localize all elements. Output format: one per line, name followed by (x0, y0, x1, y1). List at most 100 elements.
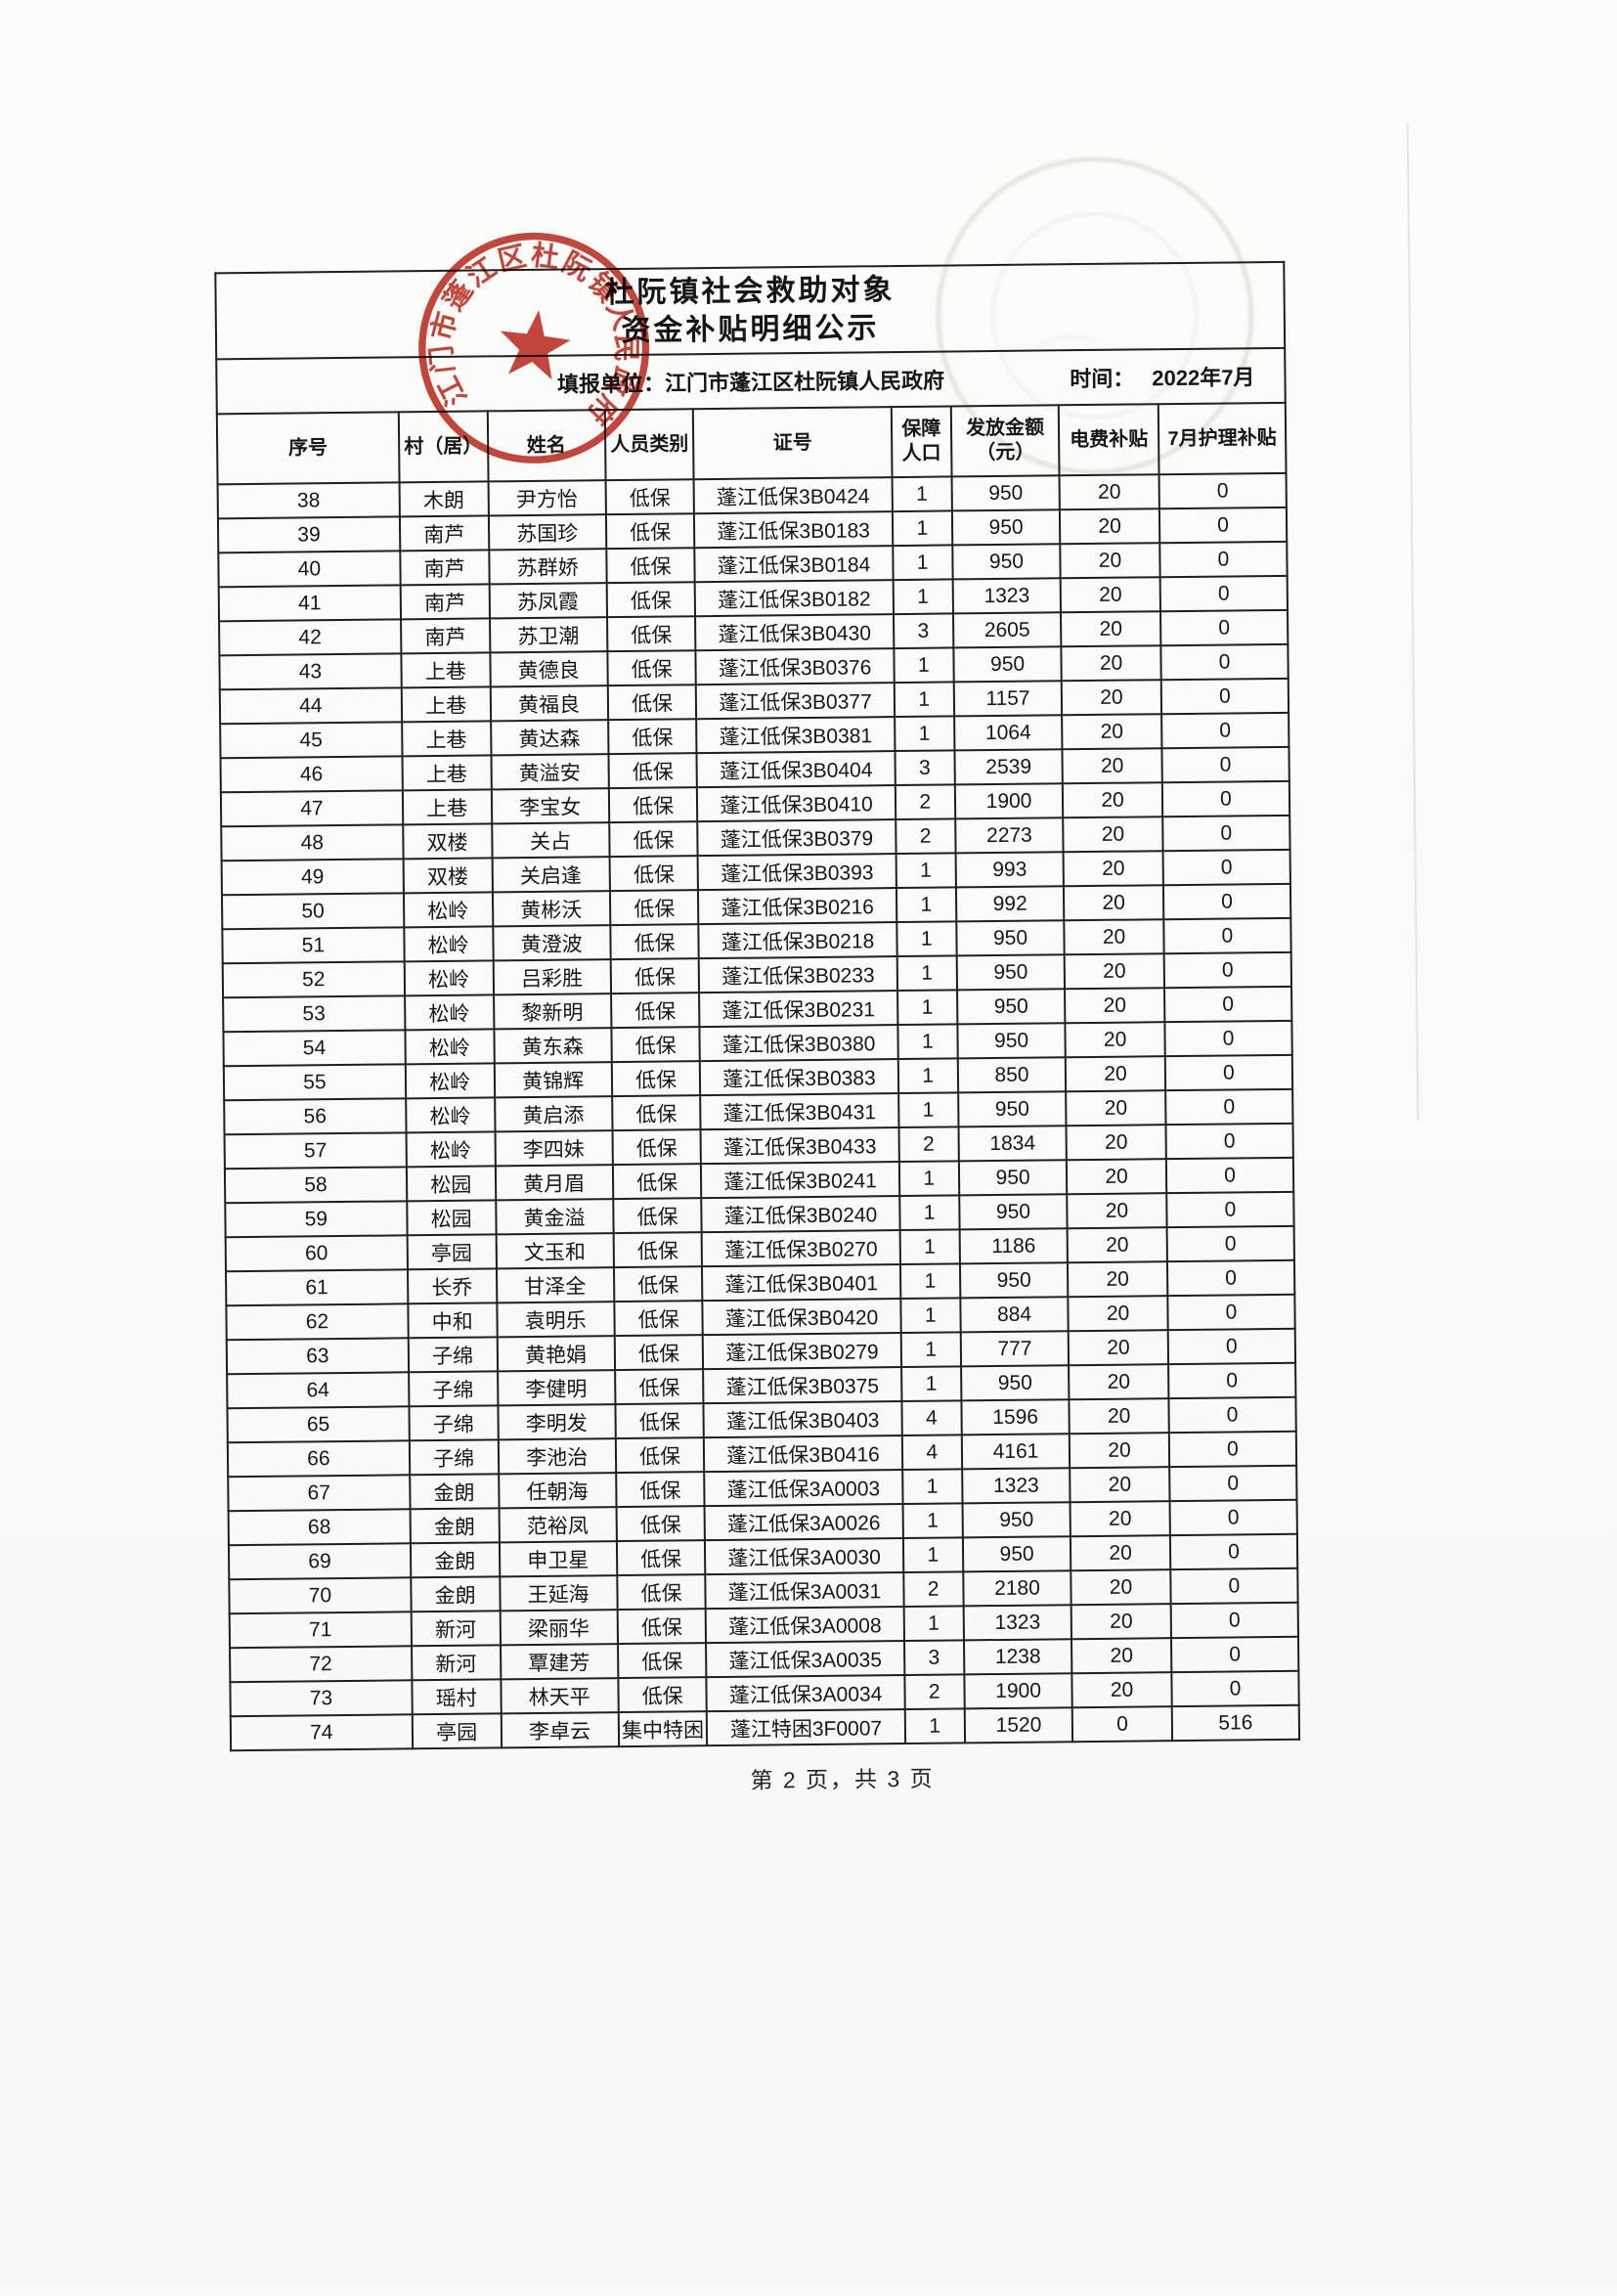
cell-population: 2 (902, 1571, 964, 1608)
cell-population: 1 (896, 990, 958, 1026)
cell-electric-subsidy: 20 (1069, 1364, 1169, 1400)
cell-electric-subsidy: 20 (1063, 851, 1163, 887)
cell-village: 上巷 (401, 652, 491, 688)
cell-nursing-subsidy: 0 (1169, 1499, 1297, 1536)
cell-name: 王延海 (499, 1575, 618, 1612)
cell-cert-no: 蓬江低保3A0031 (705, 1572, 904, 1610)
cell-cert-no: 蓬江低保3B0433 (700, 1127, 899, 1165)
cell-population: 1 (902, 1537, 964, 1573)
cell-category: 低保 (615, 1403, 705, 1439)
cell-name: 吕彩胜 (493, 959, 611, 995)
cell-amount: 950 (957, 1023, 1067, 1059)
cell-electric-subsidy: 20 (1068, 1296, 1168, 1332)
cell-amount: 1520 (964, 1707, 1073, 1744)
cell-category: 低保 (611, 1095, 701, 1131)
cell-electric-subsidy: 20 (1066, 1125, 1166, 1161)
cell-cert-no: 蓬江低保3B0375 (703, 1367, 902, 1404)
cell-cert-no: 蓬江低保3A0035 (706, 1641, 905, 1678)
cell-index: 62 (226, 1303, 409, 1341)
cell-village: 子绵 (408, 1337, 498, 1373)
cell-category: 低保 (615, 1437, 705, 1474)
cell-index: 66 (227, 1440, 410, 1478)
time-value: 2022年7月 (1152, 365, 1255, 391)
cell-population: 1 (902, 1503, 963, 1539)
cell-village: 亭园 (407, 1234, 497, 1270)
cell-amount: 993 (955, 852, 1065, 888)
cell-electric-subsidy: 20 (1067, 1159, 1167, 1195)
cell-name: 袁明乐 (496, 1302, 615, 1338)
cell-population: 1 (894, 716, 955, 752)
cell-village: 松园 (407, 1200, 497, 1236)
cell-electric-subsidy: 20 (1070, 1433, 1170, 1469)
cell-cert-no: 蓬江低保3A0003 (704, 1470, 903, 1507)
cell-index: 64 (227, 1372, 410, 1409)
cell-village: 上巷 (401, 721, 492, 757)
cell-population: 1 (899, 1298, 961, 1334)
cell-category: 低保 (607, 684, 697, 721)
cell-index: 41 (218, 585, 401, 622)
cell-nursing-subsidy: 0 (1162, 815, 1290, 852)
cell-village: 双楼 (403, 858, 493, 894)
cell-category: 集中特困 (618, 1711, 708, 1747)
cell-amount: 950 (952, 544, 1061, 580)
cell-category: 低保 (610, 924, 700, 960)
cell-electric-subsidy: 20 (1064, 953, 1164, 990)
cell-nursing-subsidy: 0 (1167, 1328, 1296, 1365)
cell-category: 低保 (612, 1129, 702, 1166)
cell-cert-no: 蓬江低保3B0216 (698, 888, 896, 925)
cell-nursing-subsidy: 0 (1160, 643, 1289, 681)
cell-electric-subsidy: 20 (1060, 577, 1160, 613)
cell-index: 59 (225, 1201, 408, 1238)
cell-nursing-subsidy: 0 (1159, 575, 1288, 612)
cell-village: 新河 (411, 1611, 501, 1647)
cell-population: 1 (903, 1606, 964, 1642)
cell-cert-no: 蓬江低保3A0026 (705, 1504, 903, 1541)
cell-electric-subsidy: 20 (1063, 782, 1163, 818)
cell-amount: 992 (955, 886, 1065, 922)
cell-category: 低保 (618, 1677, 708, 1713)
cell-index: 58 (224, 1167, 408, 1204)
cell-index: 70 (229, 1577, 412, 1614)
cell-amount: 1596 (961, 1399, 1071, 1435)
cell-name: 苏群娇 (488, 549, 607, 585)
cell-name: 苏国珍 (488, 514, 607, 551)
cell-category: 低保 (606, 616, 696, 652)
cell-cert-no: 蓬江低保3B0279 (703, 1333, 901, 1370)
cell-index: 69 (228, 1543, 412, 1580)
cell-village: 金朗 (409, 1474, 500, 1510)
cell-category: 低保 (607, 650, 697, 686)
cell-index: 46 (220, 756, 403, 793)
cell-nursing-subsidy: 0 (1164, 1054, 1293, 1091)
cell-electric-subsidy: 20 (1071, 1535, 1171, 1571)
cell-nursing-subsidy: 0 (1165, 1088, 1293, 1126)
column-header-population: 保障人口 (891, 406, 952, 478)
cell-village: 松岭 (403, 892, 493, 928)
cell-index: 71 (229, 1612, 412, 1649)
cell-category: 低保 (605, 479, 695, 515)
cell-name: 李池治 (498, 1438, 616, 1475)
cell-electric-subsidy: 20 (1061, 645, 1161, 682)
cell-village: 松岭 (406, 1131, 496, 1168)
cell-category: 低保 (615, 1472, 706, 1508)
cell-cert-no: 蓬江低保3B0401 (702, 1264, 900, 1302)
cell-index: 68 (228, 1509, 411, 1546)
cell-index: 44 (219, 687, 402, 725)
cell-nursing-subsidy: 0 (1159, 541, 1288, 578)
cell-name: 黄东森 (493, 1028, 612, 1064)
cell-nursing-subsidy: 0 (1170, 1567, 1298, 1605)
cell-village: 松园 (406, 1166, 496, 1202)
cell-nursing-subsidy: 0 (1163, 986, 1292, 1023)
cell-village: 松岭 (405, 1029, 495, 1065)
cell-amount: 950 (951, 509, 1061, 546)
cell-index: 43 (219, 653, 402, 690)
cell-population: 3 (895, 750, 955, 786)
cell-name: 黎新明 (493, 993, 612, 1030)
cell-cert-no: 蓬江低保3A0030 (705, 1538, 903, 1575)
cell-electric-subsidy: 20 (1070, 1467, 1170, 1503)
cell-nursing-subsidy: 0 (1168, 1431, 1297, 1468)
cell-cert-no: 蓬江低保3B0377 (696, 683, 895, 720)
column-header-nursing-subsidy: 7月护理补贴 (1158, 402, 1287, 475)
cell-category: 低保 (616, 1506, 706, 1542)
cell-population: 2 (895, 818, 956, 855)
cell-index: 55 (223, 1064, 406, 1101)
